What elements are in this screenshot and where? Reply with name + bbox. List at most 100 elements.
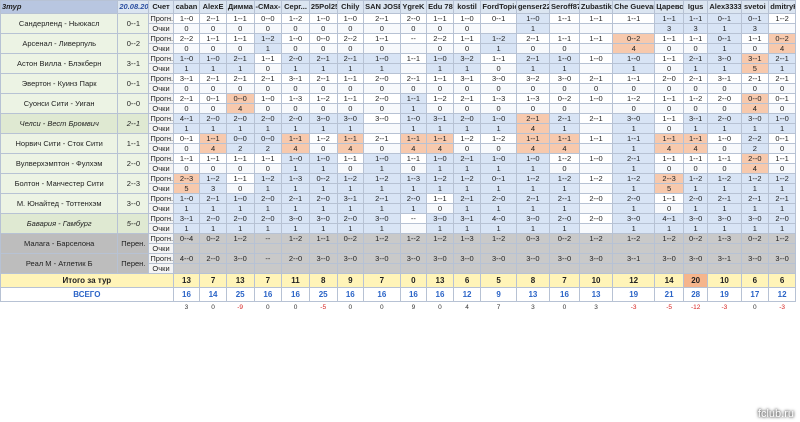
points-cell[interactable]: 1 — [336, 223, 365, 234]
points-cell[interactable]: 0 — [281, 43, 310, 54]
prediction-cell[interactable]: 2--0 — [199, 253, 227, 264]
prediction-cell[interactable]: 0--0 — [253, 13, 283, 24]
prediction-cell[interactable]: 3--0 — [308, 113, 338, 124]
points-cell[interactable] — [578, 123, 614, 134]
prediction-cell[interactable]: 1--1 — [336, 73, 365, 84]
points-cell[interactable] — [225, 263, 255, 274]
prediction-cell[interactable]: 1--2 — [682, 173, 709, 184]
points-cell[interactable] — [768, 23, 796, 34]
points-cell[interactable]: 0 — [452, 103, 482, 114]
match-score[interactable]: Перен. — [117, 233, 150, 254]
prediction-cell[interactable]: 2--1 — [740, 193, 770, 204]
points-cell[interactable]: 1 — [740, 123, 770, 134]
points-cell[interactable]: 0 — [363, 83, 401, 94]
prediction-cell[interactable]: 2--1 — [225, 53, 255, 64]
points-cell[interactable]: 1 — [480, 223, 517, 234]
points-cell[interactable]: 1 — [225, 63, 255, 74]
prediction-cell[interactable]: 1--2 — [399, 233, 428, 244]
prediction-cell[interactable]: 3--0 — [480, 253, 517, 264]
prediction-cell[interactable]: 2--0 — [707, 93, 742, 104]
prediction-cell[interactable]: 2--1 — [515, 113, 551, 124]
points-cell[interactable] — [578, 43, 614, 54]
points-cell[interactable]: 1 — [172, 203, 201, 214]
points-cell[interactable]: 0 — [253, 83, 283, 94]
match-name[interactable]: Болтон - Манчестер Сити — [0, 173, 119, 194]
prediction-cell[interactable]: 3--1 — [452, 73, 482, 84]
points-cell[interactable]: 1 — [426, 163, 454, 174]
prediction-cell[interactable]: 1--1 — [399, 53, 428, 64]
points-cell[interactable] — [480, 23, 517, 34]
prediction-cell[interactable]: 0--1 — [707, 13, 742, 24]
points-cell[interactable] — [740, 263, 770, 274]
points-cell[interactable]: 1 — [281, 163, 310, 174]
points-cell[interactable]: 0 — [480, 83, 517, 94]
points-cell[interactable]: 1 — [253, 123, 283, 134]
points-cell[interactable]: 0 — [426, 23, 454, 34]
points-cell[interactable]: 4 — [654, 143, 684, 154]
points-cell[interactable]: 0 — [199, 163, 227, 174]
prediction-cell[interactable]: 1--1 — [253, 153, 283, 164]
player-header[interactable]: SAN JOSE — [363, 0, 401, 14]
prediction-cell[interactable]: 1--1 — [199, 133, 227, 144]
prediction-cell[interactable]: 3--1 — [172, 73, 201, 84]
points-cell[interactable]: 1 — [452, 223, 482, 234]
points-cell[interactable]: 1 — [768, 223, 796, 234]
points-cell[interactable]: 5 — [654, 183, 684, 194]
match-name[interactable]: Малага - Барселона — [0, 233, 119, 254]
prediction-cell[interactable]: 2--1 — [578, 113, 614, 124]
player-header[interactable]: Chily — [336, 0, 365, 14]
prediction-cell[interactable]: 3--0 — [612, 213, 656, 224]
points-cell[interactable]: 0 — [707, 103, 742, 114]
points-cell[interactable]: 1 — [363, 63, 401, 74]
prediction-cell[interactable]: 0--2 — [308, 173, 338, 184]
points-cell[interactable] — [740, 243, 770, 254]
prediction-cell[interactable]: 1--0 — [426, 153, 454, 164]
points-cell[interactable]: 1 — [740, 183, 770, 194]
points-cell[interactable]: 1 — [253, 43, 283, 54]
prediction-cell[interactable]: 1--1 — [578, 133, 614, 144]
prediction-cell[interactable]: -- — [253, 253, 283, 264]
points-cell[interactable]: 0 — [612, 83, 656, 94]
points-cell[interactable]: 0 — [654, 43, 684, 54]
points-cell[interactable]: 1 — [654, 223, 684, 234]
points-cell[interactable]: 1 — [426, 123, 454, 134]
points-cell[interactable]: 1 — [281, 223, 310, 234]
points-cell[interactable] — [654, 263, 684, 274]
match-score[interactable]: 2--1 — [117, 113, 150, 134]
points-cell[interactable]: 1 — [199, 63, 227, 74]
prediction-cell[interactable]: 3--0 — [768, 253, 796, 264]
points-cell[interactable] — [225, 243, 255, 254]
prediction-cell[interactable]: 3--0 — [682, 253, 709, 264]
prediction-cell[interactable]: 1--2 — [549, 153, 580, 164]
match-score[interactable]: 3--1 — [117, 53, 150, 74]
points-cell[interactable]: 1 — [426, 223, 454, 234]
prediction-cell[interactable]: 2--0 — [281, 253, 310, 264]
prediction-cell[interactable]: 2--1 — [199, 13, 227, 24]
points-cell[interactable] — [768, 243, 796, 254]
prediction-cell[interactable]: 3--1 — [707, 253, 742, 264]
prediction-cell[interactable]: 2--0 — [399, 13, 428, 24]
prediction-cell[interactable]: 1--0 — [172, 53, 201, 64]
points-cell[interactable]: 1 — [707, 183, 742, 194]
points-cell[interactable]: 1 — [707, 203, 742, 214]
prediction-cell[interactable]: 1--0 — [549, 53, 580, 64]
points-cell[interactable]: 1 — [336, 203, 365, 214]
points-cell[interactable]: 0 — [549, 163, 580, 174]
points-cell[interactable]: 0 — [426, 43, 454, 54]
prediction-cell[interactable]: 2--1 — [253, 73, 283, 84]
points-cell[interactable]: 0 — [281, 83, 310, 94]
prediction-cell[interactable]: 3--0 — [740, 113, 770, 124]
prediction-cell[interactable]: 2--0 — [740, 153, 770, 164]
prediction-cell[interactable]: 0--2 — [199, 233, 227, 244]
prediction-cell[interactable]: 2--1 — [199, 193, 227, 204]
player-header[interactable]: Царевский — [654, 0, 684, 14]
points-cell[interactable]: 1 — [515, 183, 551, 194]
points-cell[interactable] — [399, 243, 428, 254]
points-cell[interactable]: 1 — [612, 143, 656, 154]
points-cell[interactable]: 3 — [740, 23, 770, 34]
prediction-cell[interactable]: 1--2 — [578, 173, 614, 184]
points-cell[interactable]: 1 — [336, 123, 365, 134]
player-header[interactable]: dmitryK — [768, 0, 796, 14]
prediction-cell[interactable]: 1--0 — [707, 133, 742, 144]
prediction-cell[interactable]: 1--2 — [281, 233, 310, 244]
